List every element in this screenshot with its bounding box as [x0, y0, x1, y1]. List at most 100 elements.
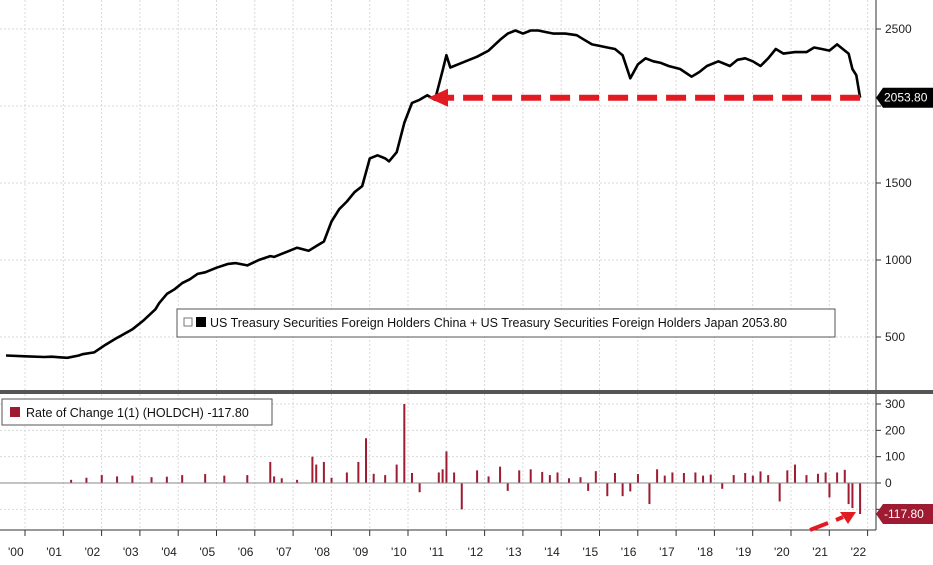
x-tick-label: '01: [46, 545, 62, 559]
y-tick-label-bottom: 100: [885, 450, 905, 464]
bar: [445, 451, 448, 483]
bar: [568, 478, 571, 483]
x-tick-label: '04: [161, 545, 177, 559]
bar: [296, 479, 299, 483]
last-value-tag-bg-bottom: [876, 504, 933, 525]
last-value-label-bottom: -117.80: [884, 507, 924, 521]
legend-swatch-top: [196, 317, 206, 327]
x-tick-label: '02: [85, 545, 101, 559]
annotation-arrowhead: [428, 88, 448, 107]
bar: [843, 469, 846, 483]
bar: [847, 483, 850, 505]
bar: [322, 461, 325, 483]
bar: [204, 474, 207, 483]
bar: [805, 475, 808, 483]
annotation-arrowhead-bottom: [840, 512, 856, 524]
bar: [694, 472, 697, 483]
bar: [816, 473, 819, 483]
x-tick-label: '12: [468, 545, 484, 559]
bar: [181, 475, 184, 483]
x-tick-label: '03: [123, 545, 139, 559]
x-tick-label: '09: [353, 545, 369, 559]
x-tick-label: '17: [659, 545, 675, 559]
bar: [751, 475, 754, 483]
bar: [579, 477, 582, 483]
bar: [460, 483, 463, 510]
bar: [410, 472, 413, 483]
x-tick-label: '08: [314, 545, 330, 559]
series-line-china-japan-holdings: [5, 29, 862, 360]
bar: [682, 472, 685, 483]
legend-box-top: [176, 308, 836, 338]
x-tick-label: '07: [276, 545, 292, 559]
bar: [269, 461, 272, 483]
y-tick-label-bottom: 300: [885, 397, 905, 411]
bar: [150, 477, 153, 483]
bar: [556, 472, 559, 483]
bar: [786, 470, 789, 483]
x-tick-label: '18: [697, 545, 713, 559]
bar: [859, 483, 862, 515]
bar: [709, 474, 712, 483]
bar: [395, 464, 398, 483]
bar: [629, 483, 632, 492]
bar: [453, 472, 456, 483]
panel-divider: [0, 390, 933, 394]
bar: [100, 475, 103, 483]
legend-swatch-bottom: [10, 407, 20, 417]
x-tick-label: '10: [391, 545, 407, 559]
bar: [357, 461, 360, 483]
x-tick-label: '19: [736, 545, 752, 559]
bar: [365, 438, 368, 483]
legend-label-top: US Treasury Securities Foreign Holders C…: [210, 316, 787, 330]
x-tick-label: '13: [506, 545, 522, 559]
last-value-tag-top: 2053.80: [876, 87, 933, 108]
x-tick-label: '15: [583, 545, 599, 559]
last-value-tag-bottom: -117.80: [876, 504, 933, 525]
bar: [828, 483, 831, 498]
bar: [131, 475, 134, 483]
bar: [384, 475, 387, 483]
bar: [732, 475, 735, 483]
bar: [273, 476, 276, 483]
bar: [541, 471, 544, 483]
bar: [311, 456, 314, 483]
bar: [506, 483, 509, 491]
x-tick-label: '11: [429, 545, 444, 559]
last-value-tag-bg-top: [876, 87, 933, 108]
bar: [656, 469, 659, 483]
legend-label-bottom: Rate of Change 1(1) (HOLDCH) -117.80: [26, 406, 249, 420]
x-tick-label: '16: [621, 545, 637, 559]
bar: [613, 472, 616, 483]
y-tick-label-top: 2500: [885, 22, 912, 36]
x-tick-label: '00: [8, 545, 24, 559]
bar: [518, 470, 521, 483]
bar: [487, 476, 490, 483]
bar: [85, 477, 88, 483]
bar: [345, 472, 348, 483]
legend-expand-icon: [183, 317, 193, 327]
y-tick-label-bottom: 200: [885, 423, 905, 437]
bar: [437, 472, 440, 483]
bar: [223, 475, 226, 483]
bar: [403, 404, 406, 483]
bar: [836, 472, 839, 483]
bar: [476, 470, 479, 483]
bar: [280, 478, 283, 483]
y-tick-label-bottom: 0: [885, 476, 892, 490]
x-tick-label: '14: [544, 545, 560, 559]
last-value-label-top: 2053.80: [884, 91, 928, 105]
bar: [587, 483, 590, 491]
bar: [648, 483, 651, 505]
bar: [529, 469, 532, 483]
y-tick-label-top: 1000: [885, 253, 912, 267]
bar: [165, 476, 168, 483]
bar: [594, 471, 597, 483]
bar: [330, 477, 333, 483]
bar: [418, 483, 421, 493]
bar: [663, 475, 666, 483]
annotation-arrow-bottom-shaft: [835, 515, 844, 522]
bar: [70, 479, 73, 483]
